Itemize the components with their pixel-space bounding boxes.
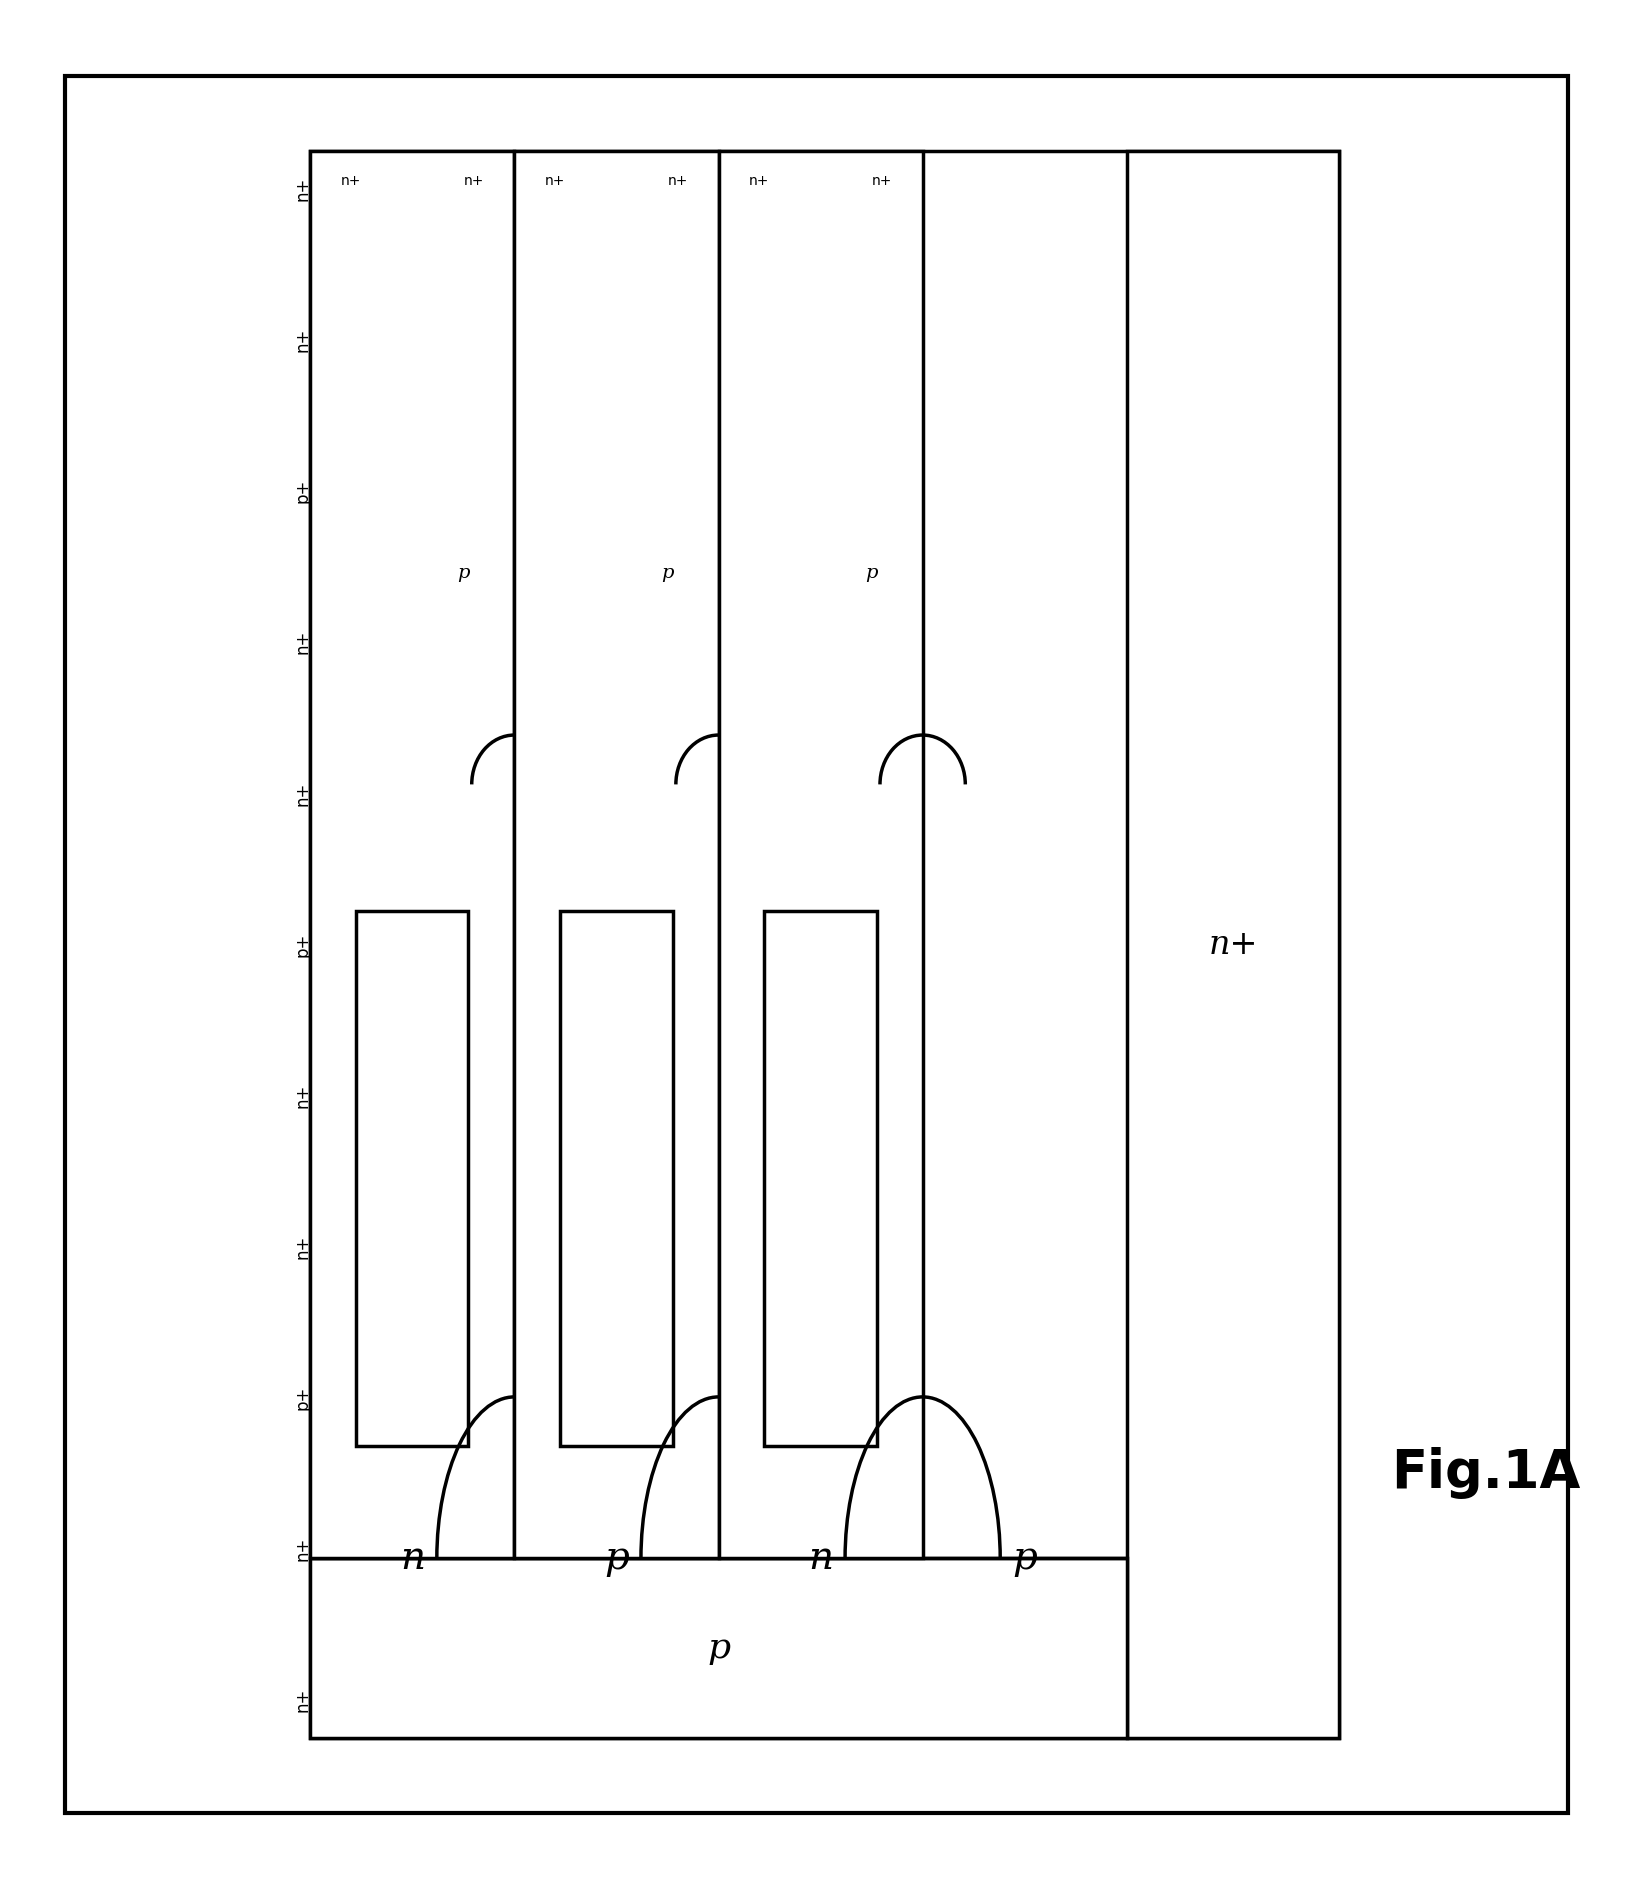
Text: p+: p+ <box>292 1387 312 1409</box>
Text: p: p <box>707 1632 730 1664</box>
Bar <box>718 151 922 1558</box>
Text: n+: n+ <box>292 1235 312 1258</box>
Text: p: p <box>457 565 470 582</box>
Bar <box>310 151 1338 1738</box>
Text: p: p <box>865 565 878 582</box>
Text: p: p <box>661 565 674 582</box>
Text: p+: p+ <box>292 933 312 956</box>
Text: p+: p+ <box>292 480 312 502</box>
Text: Fig.1A: Fig.1A <box>1390 1447 1580 1500</box>
Text: n+: n+ <box>292 329 312 351</box>
Text: n+: n+ <box>341 174 361 187</box>
Text: p: p <box>1012 1540 1036 1577</box>
Text: p: p <box>604 1540 628 1577</box>
Text: n+: n+ <box>545 174 565 187</box>
Text: n: n <box>400 1540 424 1577</box>
Text: n+: n+ <box>292 1538 312 1560</box>
Bar <box>1126 151 1338 1738</box>
Text: n+: n+ <box>667 174 687 187</box>
Bar <box>560 910 672 1445</box>
Bar <box>356 910 468 1445</box>
Bar <box>514 151 718 1558</box>
Text: n: n <box>808 1540 832 1577</box>
Text: n+: n+ <box>749 174 769 187</box>
Text: n+: n+ <box>463 174 483 187</box>
Text: n+: n+ <box>292 782 312 805</box>
Text: n+: n+ <box>292 631 312 654</box>
Bar <box>310 1558 1126 1738</box>
Bar <box>310 151 514 1558</box>
Text: n+: n+ <box>871 174 891 187</box>
Text: n+: n+ <box>292 178 312 200</box>
Text: n+: n+ <box>1208 929 1257 960</box>
Text: n+: n+ <box>292 1689 312 1711</box>
Bar <box>764 910 876 1445</box>
Text: n+: n+ <box>292 1084 312 1107</box>
